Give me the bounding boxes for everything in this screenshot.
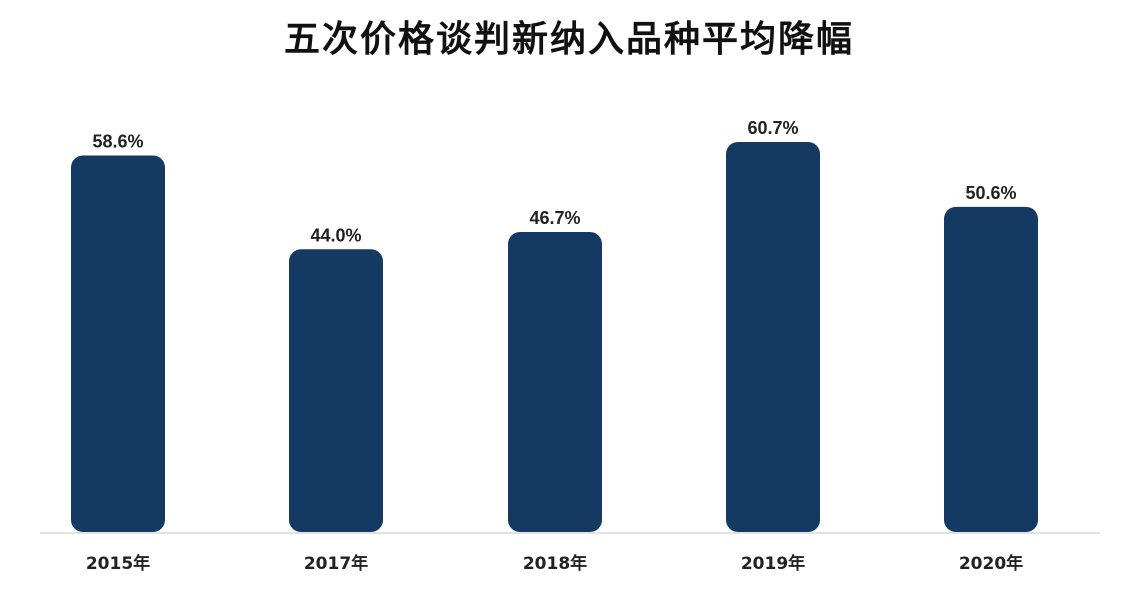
chart-title: 五次价格谈判新纳入品种平均降幅 bbox=[283, 19, 854, 60]
bar-3 bbox=[726, 142, 820, 532]
value-label-3: 60.7% bbox=[747, 118, 798, 138]
bar-0 bbox=[71, 155, 165, 532]
x-tick-label-2: 2018年 bbox=[523, 553, 587, 574]
bar-1 bbox=[289, 249, 383, 532]
bars-group bbox=[71, 142, 1038, 533]
value-labels-group: 58.6% 44.0% 46.7% 60.7% 50.6% bbox=[92, 118, 1016, 245]
tick-labels-group: 2015年 2017年 2018年 2019年 2020年 bbox=[86, 553, 1023, 574]
x-tick-label-1: 2017年 bbox=[304, 553, 368, 574]
x-tick-label-0: 2015年 bbox=[86, 553, 150, 574]
x-tick-label-3: 2019年 bbox=[741, 553, 805, 574]
value-label-4: 50.6% bbox=[965, 183, 1016, 203]
x-tick-label-4: 2020年 bbox=[959, 553, 1023, 574]
value-label-1: 44.0% bbox=[310, 225, 361, 245]
bar-4 bbox=[944, 206, 1038, 532]
bar-2 bbox=[508, 231, 602, 533]
value-label-2: 46.7% bbox=[529, 208, 580, 228]
value-label-0: 58.6% bbox=[92, 131, 143, 151]
